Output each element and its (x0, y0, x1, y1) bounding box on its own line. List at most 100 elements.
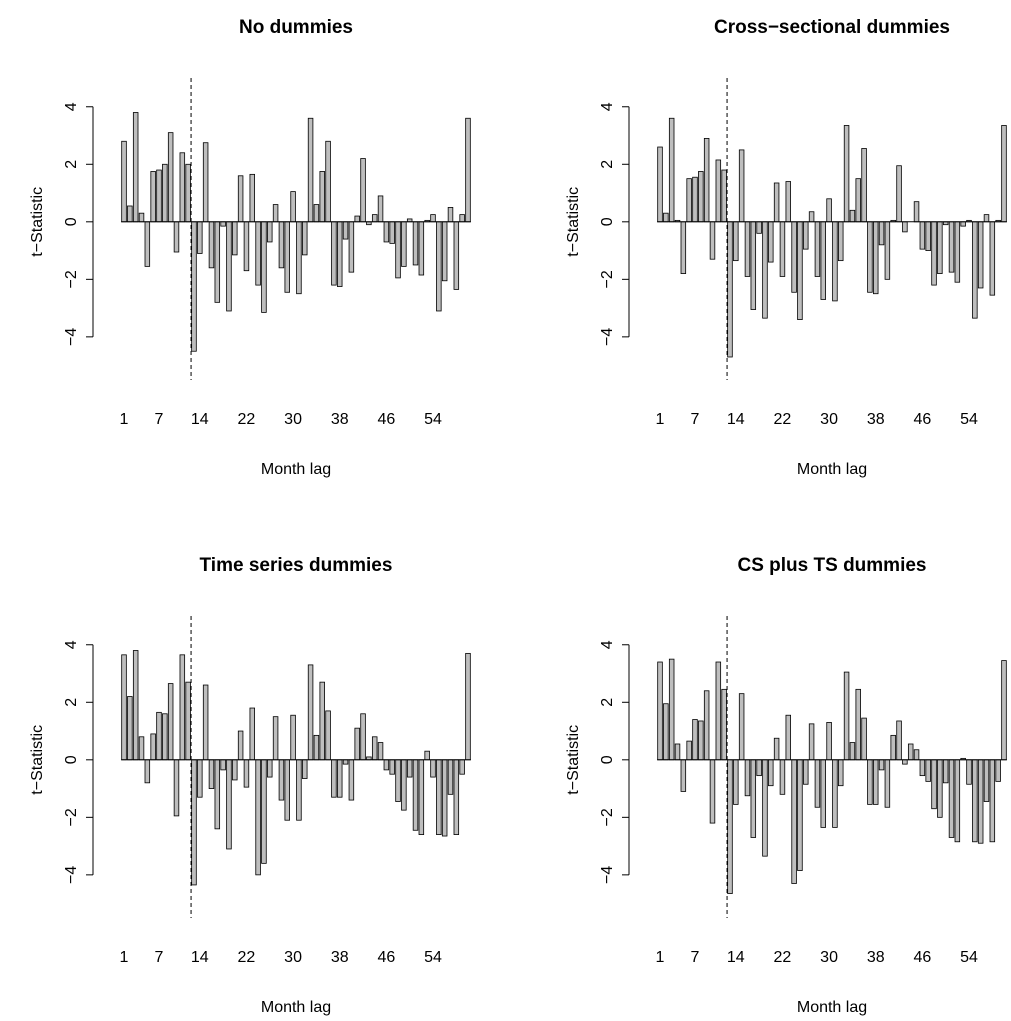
bar (272, 204, 279, 223)
bar (826, 722, 832, 761)
bar (721, 169, 727, 223)
bar (709, 759, 716, 824)
bar (179, 654, 186, 761)
y-axis-title: t−Statistic (565, 187, 582, 257)
bar (284, 221, 290, 293)
bar (383, 759, 390, 771)
bar (383, 221, 390, 243)
bar (727, 759, 733, 894)
bar (715, 159, 722, 223)
bar (144, 221, 151, 267)
bar (972, 221, 978, 319)
y-tick-label: 2 (63, 698, 80, 707)
bar (144, 759, 151, 784)
bar (733, 759, 739, 805)
bar (132, 112, 139, 223)
bar (826, 198, 832, 223)
bar (861, 717, 867, 761)
panel: CS plus TS dummies Month lag t−Statistic −4… (565, 555, 1007, 1016)
x-tick-label: 38 (867, 411, 885, 428)
bar (931, 221, 937, 286)
chart-title: Cross−sectional dummies (714, 17, 950, 38)
bar (954, 221, 961, 283)
bar (896, 720, 902, 761)
x-tick-label: 7 (691, 949, 700, 966)
bar (173, 221, 180, 253)
bar (465, 117, 471, 223)
bar (925, 759, 931, 782)
bar (703, 690, 710, 761)
bar (214, 221, 221, 303)
bar (744, 221, 751, 277)
bar (127, 205, 133, 223)
bar (896, 165, 902, 223)
bar (686, 178, 692, 223)
bar (989, 759, 996, 843)
bar (738, 149, 745, 223)
bar (465, 652, 471, 761)
bar (686, 740, 692, 761)
x-tick-label: 54 (424, 949, 442, 966)
bar (785, 714, 792, 761)
y-tick-label: −2 (599, 808, 616, 826)
bar (430, 759, 436, 778)
bar (867, 759, 873, 805)
bar (668, 117, 675, 223)
bar (191, 221, 197, 352)
bar (867, 221, 873, 293)
y-tick-label: −2 (63, 808, 80, 826)
bar (872, 221, 879, 295)
bar (302, 759, 308, 779)
bar (226, 759, 232, 850)
x-tick-label: 54 (960, 949, 978, 966)
bar (296, 759, 302, 821)
y-tick-label: 4 (599, 640, 616, 649)
bar (884, 221, 891, 280)
bar (919, 221, 926, 250)
bar (185, 681, 191, 761)
bar (418, 759, 425, 835)
bar (249, 173, 256, 223)
bar (674, 743, 681, 761)
bar (797, 759, 803, 871)
bar (872, 759, 879, 805)
x-tick-label: 14 (191, 411, 209, 428)
bar (756, 221, 762, 234)
bar (791, 221, 797, 293)
bar (348, 221, 355, 273)
bar (371, 736, 378, 761)
x-tick-label: 7 (691, 411, 700, 428)
bar (179, 152, 186, 223)
bar (931, 759, 937, 810)
bar (902, 759, 908, 765)
bar (750, 221, 757, 310)
y-tick-label: 4 (63, 640, 80, 649)
bar (377, 195, 384, 223)
x-tick-label: 38 (867, 949, 885, 966)
x-tick-label: 1 (120, 949, 129, 966)
bar (773, 182, 780, 223)
bar (762, 759, 768, 857)
bar (267, 221, 273, 243)
bar (272, 716, 279, 761)
bar (237, 730, 244, 761)
bar (820, 221, 826, 300)
bar (855, 178, 861, 223)
bar (237, 175, 244, 223)
bar (977, 221, 984, 289)
bar (441, 221, 448, 282)
bar (127, 696, 133, 761)
bar (709, 221, 716, 260)
bar (208, 759, 215, 789)
bar (220, 759, 226, 771)
bar (942, 759, 949, 784)
bar (878, 221, 885, 246)
bar (313, 204, 320, 223)
bar (738, 693, 745, 761)
bar (715, 661, 722, 761)
bar (389, 221, 395, 244)
bar (849, 209, 856, 223)
y-tick-label: 4 (599, 102, 616, 111)
bar (232, 221, 238, 256)
bar (937, 221, 943, 274)
